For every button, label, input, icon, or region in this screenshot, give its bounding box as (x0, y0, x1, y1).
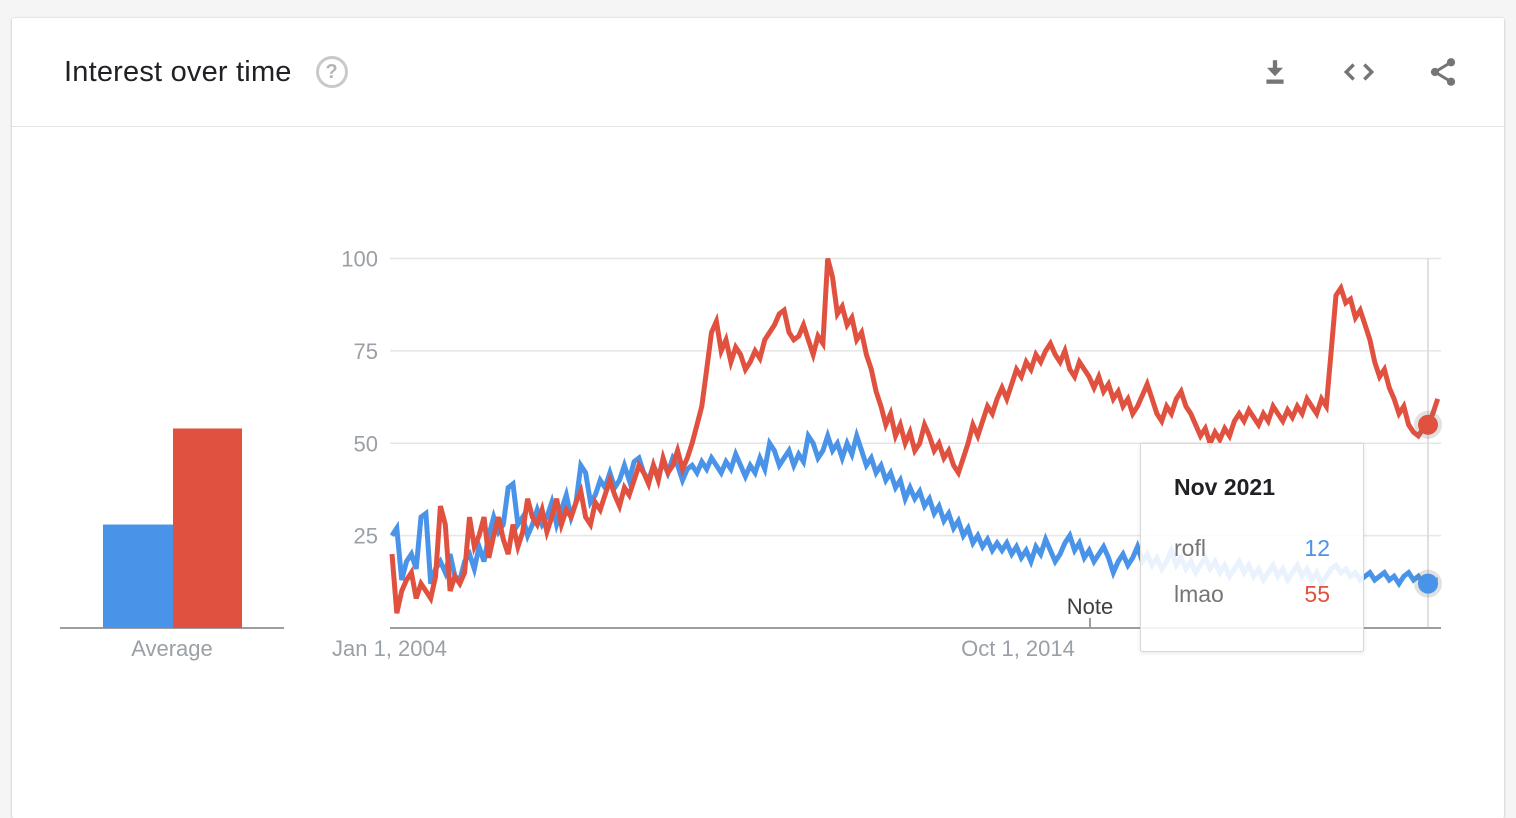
interest-over-time-card: Interest over time ? (12, 18, 1504, 818)
y-axis-label-50: 50 (354, 431, 378, 456)
tooltip-row-rofl: rofl 12 (1174, 535, 1330, 581)
help-icon[interactable]: ? (315, 56, 348, 88)
tooltip-value: 55 (1304, 581, 1330, 607)
y-axis-label-100: 100 (341, 247, 378, 272)
trend-chart-svg[interactable]: 25 50 75 100 Jan 1, 2004 Oct 1, 2014 Note Avera… (12, 18, 1504, 818)
note-annotation: Note (1067, 594, 1113, 619)
series-line-lmao (389, 257, 1441, 614)
card-header: Interest over time ? (12, 18, 1504, 127)
average-bar-rofl (103, 524, 173, 628)
download-button[interactable] (1258, 55, 1292, 89)
code-icon (1343, 63, 1375, 81)
tooltip-term: lmao (1174, 581, 1224, 607)
tooltip-term: rofl (1174, 535, 1206, 561)
x-axis-label-mid: Oct 1, 2014 (961, 636, 1075, 661)
download-icon (1266, 60, 1284, 84)
tooltip-row-lmao: lmao 55 (1174, 581, 1330, 627)
average-bar-lmao (173, 428, 242, 628)
embed-button[interactable] (1342, 55, 1376, 89)
tooltip-date: Nov 2021 (1174, 474, 1276, 500)
y-axis-label-25: 25 (354, 524, 378, 549)
hover-dot-lmao (1418, 414, 1438, 435)
chart-area[interactable]: 25 50 75 100 Jan 1, 2004 Oct 1, 2014 Note Avera… (12, 128, 1504, 818)
average-label: Average (131, 636, 213, 661)
header-actions (1258, 55, 1460, 89)
hover-dot-rofl (1418, 573, 1438, 594)
y-axis-label-75: 75 (354, 339, 378, 364)
share-button[interactable] (1426, 55, 1460, 89)
page-title: Interest over time (64, 55, 292, 88)
tooltip-value: 12 (1304, 535, 1330, 561)
share-icon (1430, 58, 1456, 86)
x-axis-label-start: Jan 1, 2004 (332, 636, 447, 661)
hover-tooltip: Nov 2021 rofl 12 lmao 55 (1140, 443, 1364, 652)
